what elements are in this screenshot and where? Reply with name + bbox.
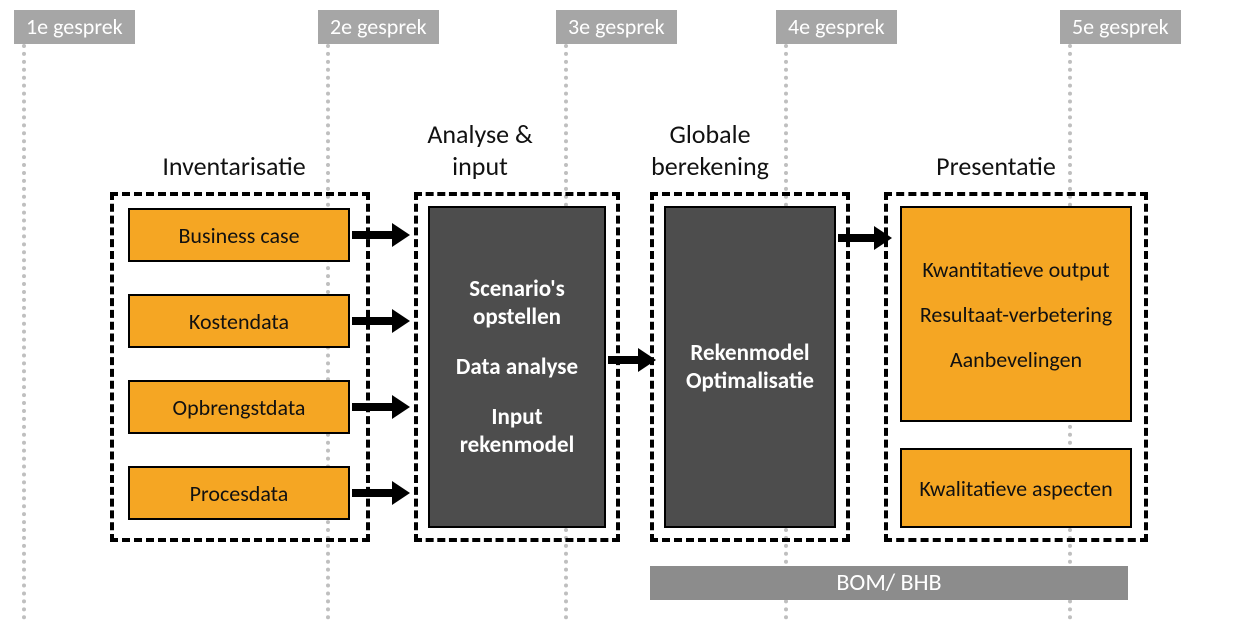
phase-title-analyse: Analyse & input — [370, 118, 590, 182]
phase-tab-label: 3e gesprek — [568, 13, 665, 40]
analysis-line: Input rekenmodel — [438, 403, 596, 459]
presentation-top-box: Kwantitatieve output Resultaat-verbeteri… — [900, 206, 1132, 422]
inventory-item: Business case — [128, 208, 350, 262]
analysis-line: Scenario's opstellen — [438, 275, 596, 331]
phase-divider — [22, 44, 26, 620]
phase-title-line: Globale — [669, 118, 750, 150]
phase-tab-label: 2e gesprek — [330, 13, 427, 40]
phase-title-globale: Globale berekening — [600, 118, 820, 182]
inventory-item: Opbrengstdata — [128, 380, 350, 434]
bottom-bar-label: BOM/ BHB — [836, 568, 941, 597]
presentation-line: Kwantitatieve output — [922, 256, 1109, 283]
phase-tab-2: 2e gesprek — [318, 10, 439, 44]
inventory-item-label: Business case — [178, 222, 299, 249]
phase-title-line: input — [452, 150, 508, 182]
analysis-box: Scenario's opstellen Data analyse Input … — [428, 206, 606, 528]
phase-tab-3: 3e gesprek — [556, 10, 677, 44]
phase-tab-label: 1e gesprek — [26, 13, 123, 40]
inventory-item: Kostendata — [128, 294, 350, 348]
inventory-item-label: Procesdata — [190, 480, 289, 507]
calc-line: Rekenmodel Optimalisatie — [674, 339, 826, 395]
phase-title-line: berekening — [651, 150, 769, 182]
inventory-item-label: Opbrengstdata — [173, 394, 306, 421]
diagram-canvas: 1e gesprek 2e gesprek 3e gesprek 4e gesp… — [0, 0, 1238, 634]
phase-tab-5: 5e gesprek — [1060, 10, 1181, 44]
presentation-line: Resultaat-verbetering — [920, 301, 1112, 328]
phase-title-line: Analyse & — [427, 118, 532, 150]
presentation-bottom-box: Kwalitatieve aspecten — [900, 448, 1132, 528]
presentation-line: Aanbevelingen — [950, 346, 1082, 373]
phase-tab-label: 4e gesprek — [788, 13, 885, 40]
calc-box: Rekenmodel Optimalisatie — [664, 206, 836, 528]
inventory-item: Procesdata — [128, 466, 350, 520]
inventory-item-label: Kostendata — [189, 308, 289, 335]
phase-title-inventarisatie: Inventarisatie — [124, 150, 344, 182]
analysis-line: Data analyse — [456, 353, 578, 381]
phase-tab-4: 4e gesprek — [776, 10, 897, 44]
presentation-bottom-label: Kwalitatieve aspecten — [919, 475, 1112, 502]
phase-tab-label: 5e gesprek — [1072, 13, 1169, 40]
phase-tab-1: 1e gesprek — [14, 10, 135, 44]
phase-title-presentatie: Presentatie — [886, 150, 1106, 182]
bottom-bar: BOM/ BHB — [650, 566, 1128, 600]
